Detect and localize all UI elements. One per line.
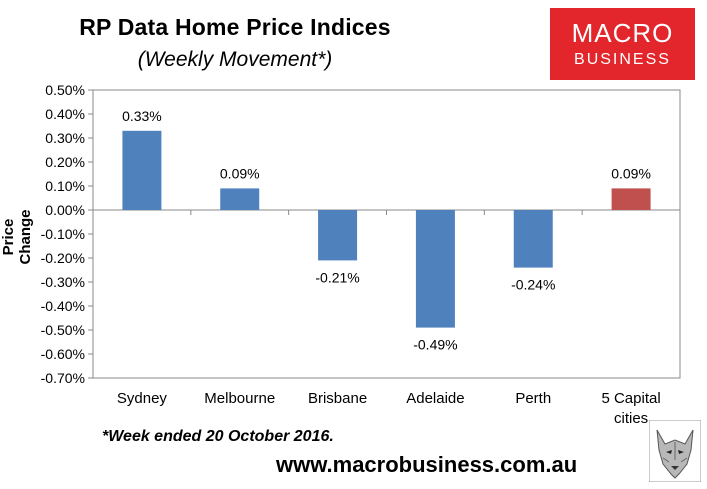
y-tick-label: 0.20% bbox=[45, 154, 85, 170]
bar bbox=[318, 210, 358, 261]
category-label: Perth bbox=[515, 390, 551, 407]
bar bbox=[220, 188, 260, 210]
logo-line-2: BUSINESS bbox=[574, 51, 671, 68]
chart-title: RP Data Home Price Indices bbox=[79, 14, 391, 40]
y-tick-label: 0.10% bbox=[45, 178, 85, 194]
wolf-icon bbox=[649, 420, 701, 482]
y-tick-label: 0.30% bbox=[45, 130, 85, 146]
macrobusiness-logo: MACRO BUSINESS bbox=[550, 8, 695, 80]
y-tick-label: -0.70% bbox=[41, 370, 85, 386]
y-tick-label: -0.30% bbox=[41, 274, 85, 290]
chart-subtitle: (Weekly Movement*) bbox=[137, 48, 333, 71]
category-label: Sydney bbox=[117, 390, 168, 407]
y-tick-label: -0.40% bbox=[41, 298, 85, 314]
y-tick-label: 0.50% bbox=[45, 82, 85, 98]
bar bbox=[611, 188, 651, 210]
category-label: Brisbane bbox=[308, 390, 367, 407]
y-tick-label: -0.50% bbox=[41, 322, 85, 338]
data-label: -0.24% bbox=[511, 277, 555, 293]
y-tick-label: 0.00% bbox=[45, 202, 85, 218]
data-label: 0.33% bbox=[122, 108, 162, 124]
data-label: 0.09% bbox=[220, 165, 260, 181]
y-tick-label: -0.10% bbox=[41, 226, 85, 242]
bar bbox=[513, 210, 553, 268]
category-label: Melbourne bbox=[204, 390, 275, 407]
bar bbox=[415, 210, 455, 328]
bar bbox=[122, 130, 162, 210]
category-label: 5 Capital cities bbox=[601, 390, 660, 427]
data-label: -0.49% bbox=[413, 337, 457, 353]
category-label: Adelaide bbox=[406, 390, 464, 407]
logo-line-1: MACRO bbox=[571, 18, 674, 48]
y-tick-label: -0.20% bbox=[41, 250, 85, 266]
website-url: www.macrobusiness.com.au bbox=[276, 452, 578, 477]
data-label: -0.21% bbox=[315, 269, 359, 285]
data-label: 0.09% bbox=[611, 165, 651, 181]
y-tick-label: -0.60% bbox=[41, 346, 85, 362]
plot-area-border bbox=[92, 89, 681, 379]
footnote: *Week ended 20 October 2016. bbox=[102, 428, 334, 445]
y-tick-label: 0.40% bbox=[45, 106, 85, 122]
